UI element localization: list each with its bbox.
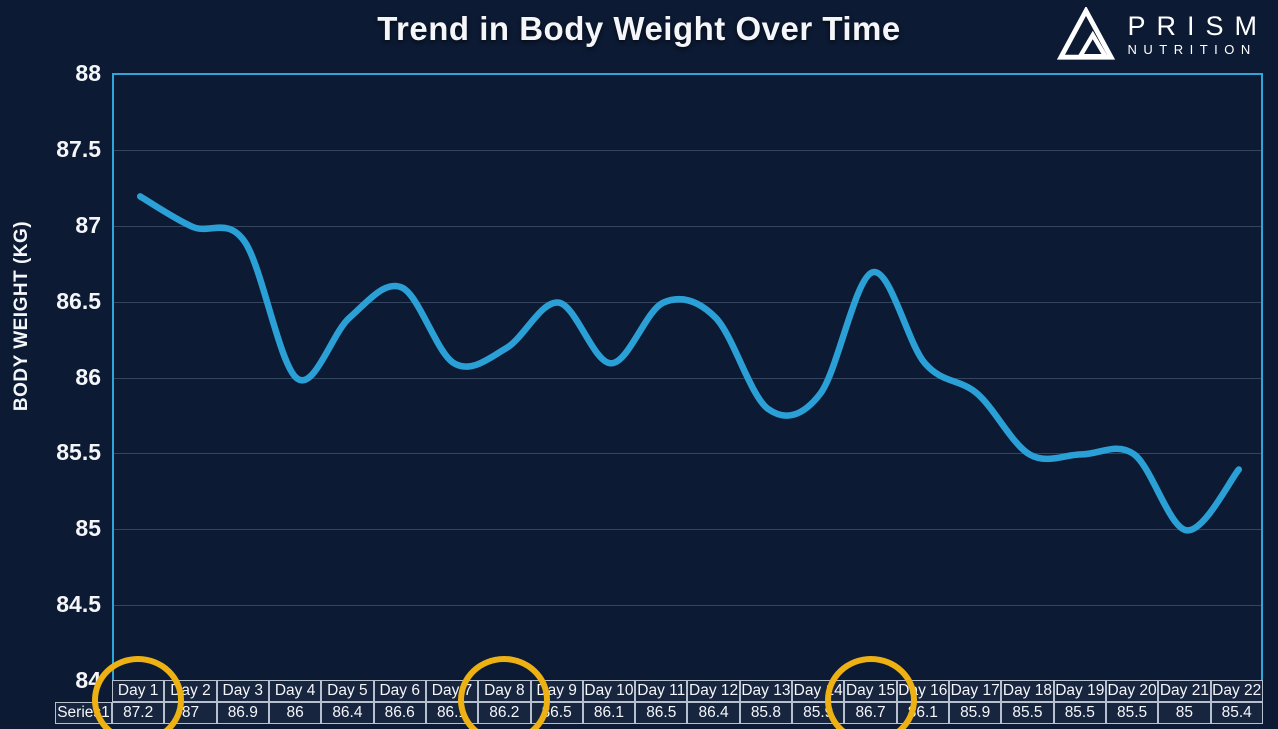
chart-title: Trend in Body Weight Over Time: [377, 10, 901, 47]
table-cell-value: 85.9: [949, 702, 1002, 724]
y-tick-label: 86.5: [56, 287, 101, 314]
table-cell-value: 86.9: [216, 702, 269, 724]
table-header-day: Day 6: [373, 680, 426, 702]
table-header-day: Day 17: [949, 680, 1002, 702]
table-header-day: Day 14: [792, 680, 845, 702]
table-header-day: Day 2: [164, 680, 217, 702]
table-header-day: Day 5: [321, 680, 374, 702]
y-tick-label: 84.5: [56, 591, 101, 618]
table-cell-value: 85.5: [1053, 702, 1106, 724]
y-tick-label: 88: [75, 60, 101, 86]
data-table: Day 1 Day 2 Day 3 Day 4 Day 5 Day 6 Day 7 Day 8…: [55, 680, 1263, 724]
table-cell-value: 85: [1158, 702, 1211, 724]
logo-subtitle: NUTRITION: [1127, 42, 1257, 57]
table-cell-value: 85.5: [1105, 702, 1159, 724]
gridline: [114, 225, 1261, 227]
table-cell-value: 85.8: [739, 702, 793, 724]
table-cell-value: 86.7: [844, 702, 897, 724]
gridline: [114, 149, 1261, 151]
table-cell-value: 86: [268, 702, 322, 724]
y-tick-label: 85: [75, 515, 101, 542]
logo-wordmark: PRISM NUTRITION: [1127, 11, 1268, 57]
table-header-day: Day 19: [1053, 680, 1106, 702]
y-tick-label: 86: [75, 363, 101, 390]
table-corner-cell: [55, 680, 112, 702]
table-header-day: Day 4: [268, 680, 322, 702]
table-header-day: Day 20: [1105, 680, 1159, 702]
prism-triangle-icon: [1057, 7, 1116, 62]
table-cell-value: 86.5: [530, 702, 583, 724]
table-header-day: Day 16: [896, 680, 949, 702]
table-cell-value: 87.2: [112, 702, 165, 724]
gridline: [114, 605, 1261, 607]
table-header-day: Day 21: [1158, 680, 1211, 702]
table-cell-value: 86.5: [635, 702, 688, 724]
table-cell-value: 86.2: [478, 702, 531, 724]
table-header-day: Day 13: [739, 680, 793, 702]
table-header-day: Day 22: [1210, 680, 1263, 702]
table-cell-value: 85.4: [1210, 702, 1263, 724]
table-header-day: Day 15: [844, 680, 897, 702]
logo-name: PRISM: [1127, 11, 1268, 41]
table-header-day: Day 10: [582, 680, 636, 702]
plot-area: [112, 73, 1263, 680]
gridline: [114, 453, 1261, 455]
gridline: [114, 377, 1261, 379]
y-tick-label: 85.5: [56, 439, 101, 466]
y-tick-label: 87.5: [56, 135, 101, 162]
table-cell-value: 85.9: [792, 702, 845, 724]
table-header-day: Day 11: [635, 680, 688, 702]
table-header-day: Day 12: [687, 680, 740, 702]
table-cell-value: 87: [164, 702, 217, 724]
table-cell-value: 86.1: [896, 702, 949, 724]
table-cell-value: 86.4: [687, 702, 740, 724]
table-cell-value: 86.1: [425, 702, 479, 724]
table-header-day: Day 1: [112, 680, 165, 702]
table-row-label: Series1: [55, 702, 112, 724]
table-header-day: Day 7: [425, 680, 479, 702]
table-header-day: Day 3: [216, 680, 269, 702]
prism-logo: PRISM NUTRITION: [1057, 7, 1268, 62]
table-cell-value: 85.5: [1001, 702, 1054, 724]
table-cell-value: 86.6: [373, 702, 426, 724]
table-header-day: Day 18: [1001, 680, 1054, 702]
table-header-day: Day 9: [530, 680, 583, 702]
gridline: [114, 529, 1261, 531]
y-tick-label: 87: [75, 211, 101, 238]
table-cell-value: 86.1: [582, 702, 636, 724]
table-cell-value: 86.4: [321, 702, 374, 724]
table-header-day: Day 8: [478, 680, 531, 702]
weight-trend-line: [136, 193, 1243, 534]
